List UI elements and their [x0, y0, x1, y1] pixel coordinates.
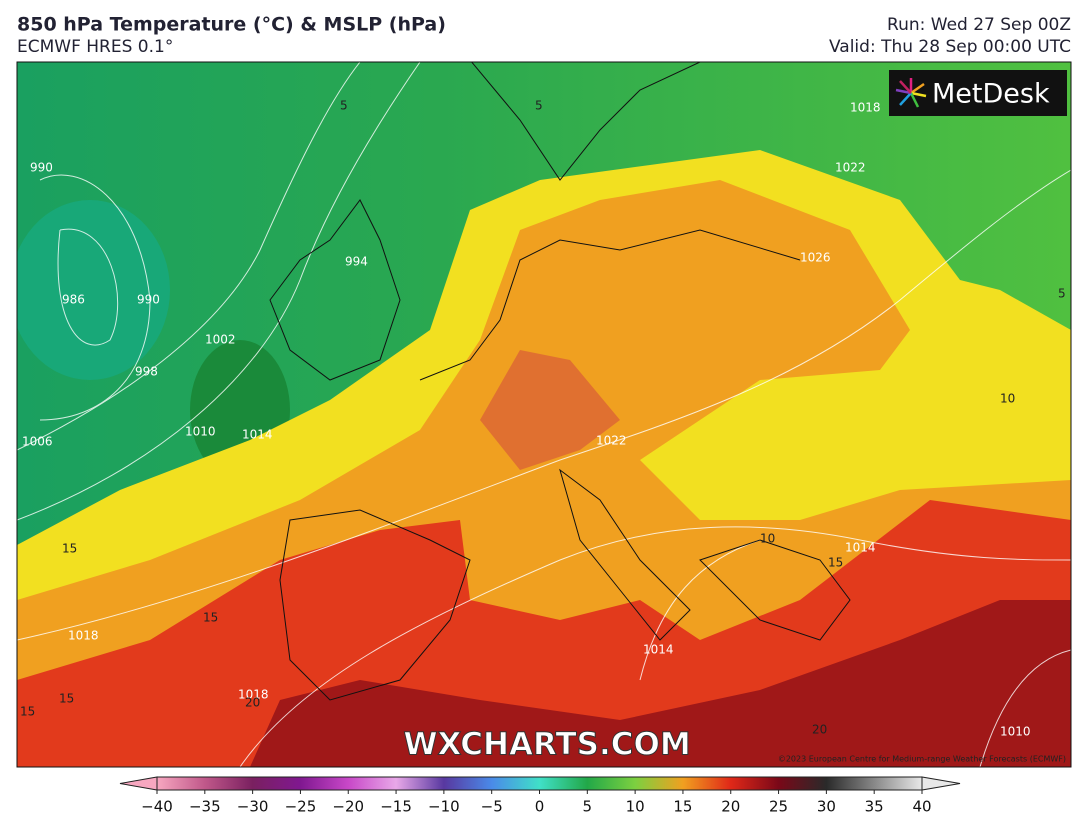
- contour-label: 10: [1000, 392, 1015, 406]
- colorbar-tick-label: 10: [626, 798, 645, 816]
- logo-box: [889, 70, 1067, 116]
- isobars: [17, 62, 1071, 767]
- run: Run: Wed 27 Sep 00Z: [887, 15, 1071, 35]
- contour-label: 1018: [850, 101, 881, 115]
- colorbar-tick-label: 40: [912, 798, 931, 816]
- colorbar-tick-label: −40: [141, 798, 173, 816]
- contour-label: 5: [535, 99, 543, 113]
- contour-label: 1010: [1000, 725, 1031, 739]
- contour-labels: 990 986 990 998 1002 1006 1010 1014 994 …: [20, 99, 1066, 739]
- colorbar-tick-label: −20: [332, 798, 364, 816]
- colorbar-tick-label: 0: [535, 798, 545, 816]
- contour-label: 990: [137, 293, 160, 307]
- colorbar-tick-label: 20: [721, 798, 740, 816]
- colorbar-tick-label: 25: [769, 798, 788, 816]
- contour-label: 998: [135, 365, 158, 379]
- contour-label: 1014: [845, 541, 876, 555]
- contour-label: 986: [62, 293, 85, 307]
- contour-label: 1010: [185, 425, 216, 439]
- contour-label: 15: [59, 692, 74, 706]
- field-darkred: [250, 600, 1071, 767]
- colorbar-tick-label: −25: [285, 798, 317, 816]
- contour-label: 994: [345, 255, 368, 269]
- contour-label: 10: [760, 532, 775, 546]
- field-warm: [480, 350, 620, 470]
- colorbar-tick-label: 35: [865, 798, 884, 816]
- contour-label: 1022: [835, 161, 866, 175]
- contour-label: 1014: [242, 428, 273, 442]
- colorbar-tick-label: −10: [428, 798, 460, 816]
- contour-label: 5: [1058, 287, 1066, 301]
- map: [17, 62, 1071, 767]
- colorbar-tick-label: −15: [380, 798, 412, 816]
- colorbar-tick-label: −30: [237, 798, 269, 816]
- map-frame: [16, 61, 1072, 768]
- field-low: [17, 200, 170, 380]
- contour-label: 15: [203, 611, 218, 625]
- contour-label: 15: [828, 556, 843, 570]
- colorbar-tick-label: 5: [583, 798, 593, 816]
- contour-label: 20: [812, 723, 827, 737]
- watermark: WXCHARTS.COM: [403, 727, 690, 763]
- contour-label: 1022: [596, 434, 627, 448]
- copyright: ©2023 European Centre for Medium-range W…: [778, 755, 1066, 764]
- contour-label: 15: [20, 705, 35, 719]
- contour-label: 1018: [238, 688, 269, 702]
- colorbar: −40 −35 −30 −25 −20 −15 −10 −5 0 5 10 15 20 25 30 35 40: [119, 776, 961, 816]
- contour-label: 990: [30, 161, 53, 175]
- contour-label: 1006: [22, 435, 53, 449]
- valid: Valid: Thu 28 Sep 00:00 UTC: [829, 37, 1071, 57]
- colorbar-tick-label: 15: [673, 798, 692, 816]
- contour-label: 5: [340, 99, 348, 113]
- logo-text: MetDesk: [932, 79, 1050, 110]
- colorbar-tick-label: −35: [189, 798, 221, 816]
- colorbar-tick-label: −5: [481, 798, 503, 816]
- contour-label: 1026: [800, 251, 831, 265]
- contour-label: 1002: [205, 333, 236, 347]
- colorbar-tick-label: 30: [817, 798, 836, 816]
- contour-label: 1018: [68, 629, 99, 643]
- contour-label: 20: [245, 696, 260, 710]
- coastlines: [269, 62, 851, 701]
- colorbar-body: [156, 776, 923, 791]
- subtitle: ECMWF HRES 0.1°: [17, 37, 173, 57]
- contour-label: 1014: [643, 643, 674, 657]
- contour-label: 15: [62, 542, 77, 556]
- title: 850 hPa Temperature (°C) & MSLP (hPa): [17, 14, 446, 36]
- logo-icon: [895, 78, 927, 108]
